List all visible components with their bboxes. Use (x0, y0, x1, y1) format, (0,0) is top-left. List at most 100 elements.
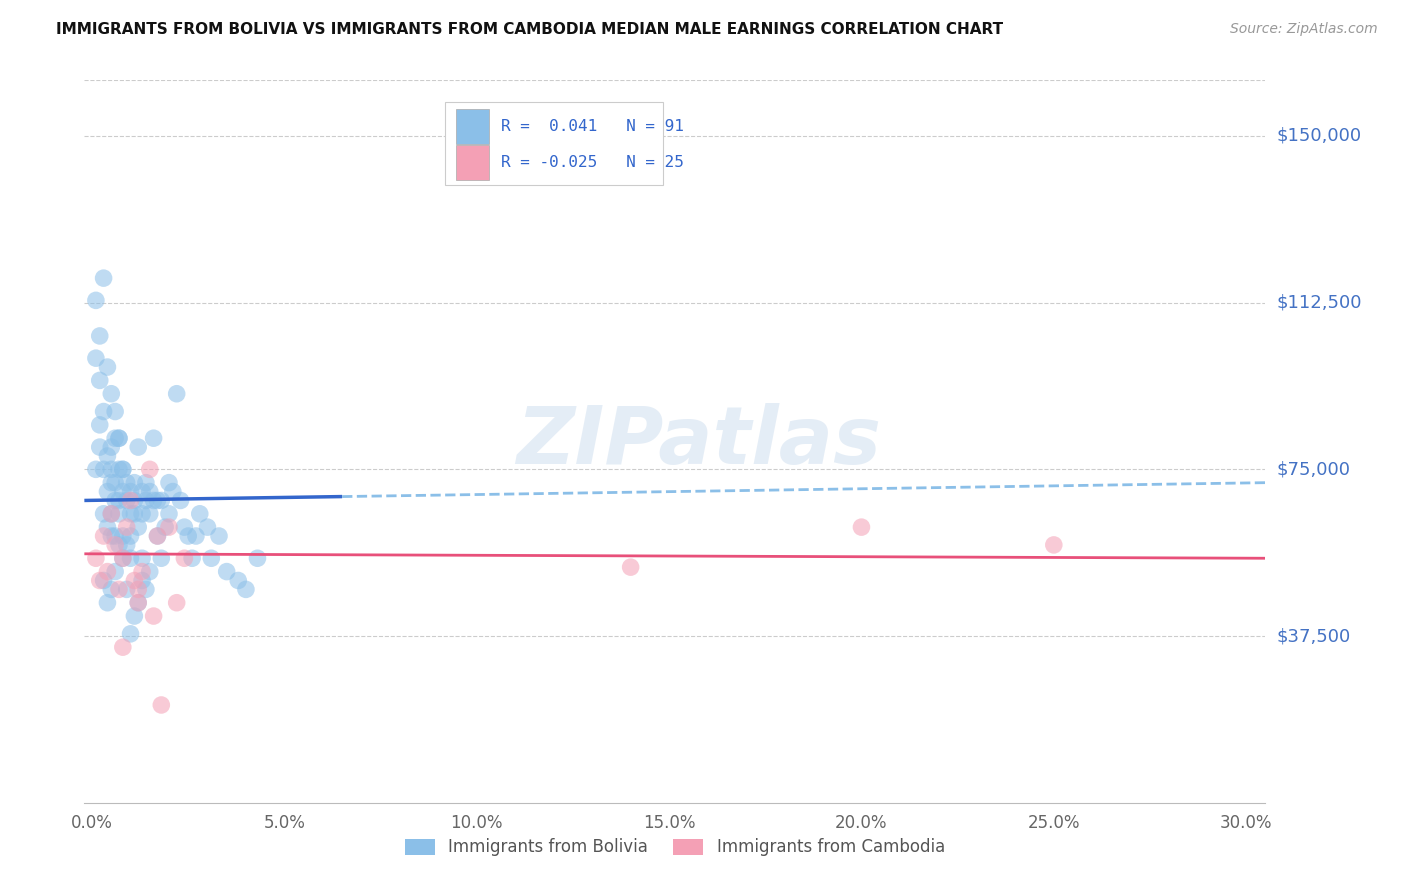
Text: R = -0.025   N = 25: R = -0.025 N = 25 (502, 155, 685, 170)
Point (120, 484, 142, 499)
Point (184, 529, 207, 543)
Point (153, 520, 176, 534)
Point (215, 565, 238, 579)
Point (120, 529, 142, 543)
Point (96, 596, 118, 610)
Point (1043, 538, 1066, 552)
Point (173, 551, 195, 566)
Point (120, 507, 142, 521)
Point (111, 529, 134, 543)
Point (84, 351, 107, 366)
Point (100, 529, 122, 543)
Point (139, 565, 162, 579)
Point (108, 538, 131, 552)
Point (115, 520, 138, 534)
Point (115, 582, 138, 597)
Point (120, 627, 142, 641)
Point (93, 404, 115, 418)
Point (93, 507, 115, 521)
Point (108, 462, 131, 476)
Text: IMMIGRANTS FROM BOLIVIA VS IMMIGRANTS FROM CAMBODIA MEDIAN MALE EARNINGS CORRELA: IMMIGRANTS FROM BOLIVIA VS IMMIGRANTS FR… (56, 22, 1004, 37)
Point (177, 529, 200, 543)
Point (100, 507, 122, 521)
Point (115, 493, 138, 508)
Point (197, 520, 219, 534)
Point (100, 582, 122, 597)
FancyBboxPatch shape (444, 102, 664, 185)
Point (115, 475, 138, 490)
Point (150, 493, 173, 508)
Point (135, 582, 157, 597)
Point (142, 609, 165, 624)
Point (104, 565, 127, 579)
Point (124, 475, 146, 490)
Point (89, 329, 111, 343)
Point (104, 431, 127, 445)
Point (108, 431, 131, 445)
Point (139, 462, 162, 476)
Point (96, 360, 118, 375)
Point (851, 520, 873, 534)
Point (108, 431, 131, 445)
Point (226, 574, 249, 588)
Point (100, 440, 122, 454)
Point (131, 484, 153, 499)
Point (111, 551, 134, 566)
Point (96, 565, 118, 579)
Point (208, 529, 231, 543)
Point (96, 520, 118, 534)
Text: ZIPatlas: ZIPatlas (516, 402, 882, 481)
Point (142, 431, 165, 445)
Point (166, 386, 188, 401)
Point (104, 493, 127, 508)
Text: R =  0.041   N = 91: R = 0.041 N = 91 (502, 119, 685, 134)
Point (127, 440, 149, 454)
Point (96, 449, 118, 463)
Point (100, 475, 122, 490)
Text: $37,500: $37,500 (1277, 627, 1351, 645)
Text: $112,500: $112,500 (1277, 293, 1362, 311)
Point (84, 293, 107, 308)
Point (111, 462, 134, 476)
Point (111, 551, 134, 566)
Point (93, 529, 115, 543)
Point (166, 596, 188, 610)
Point (181, 551, 204, 566)
Point (124, 493, 146, 508)
Point (169, 493, 191, 508)
Point (93, 462, 115, 476)
Point (150, 698, 173, 712)
FancyBboxPatch shape (457, 109, 489, 144)
Point (96, 484, 118, 499)
Point (235, 582, 257, 597)
Text: Source: ZipAtlas.com: Source: ZipAtlas.com (1230, 22, 1378, 37)
Point (146, 529, 169, 543)
Point (127, 582, 149, 597)
Point (104, 529, 127, 543)
Point (139, 484, 162, 499)
Point (157, 520, 180, 534)
Point (124, 507, 146, 521)
Point (127, 596, 149, 610)
Point (89, 417, 111, 432)
Point (93, 574, 115, 588)
Point (131, 507, 153, 521)
Point (111, 462, 134, 476)
Point (93, 271, 115, 285)
Point (139, 507, 162, 521)
Point (200, 551, 222, 566)
Legend: Immigrants from Bolivia, Immigrants from Cambodia: Immigrants from Bolivia, Immigrants from… (398, 831, 952, 863)
Point (162, 484, 184, 499)
Point (173, 520, 195, 534)
Point (104, 538, 127, 552)
Point (188, 507, 211, 521)
Point (100, 462, 122, 476)
Text: $75,000: $75,000 (1277, 460, 1351, 478)
Point (150, 551, 173, 566)
Point (131, 551, 153, 566)
Point (142, 493, 165, 508)
Point (115, 538, 138, 552)
Point (108, 582, 131, 597)
Point (124, 609, 146, 624)
Point (146, 529, 169, 543)
